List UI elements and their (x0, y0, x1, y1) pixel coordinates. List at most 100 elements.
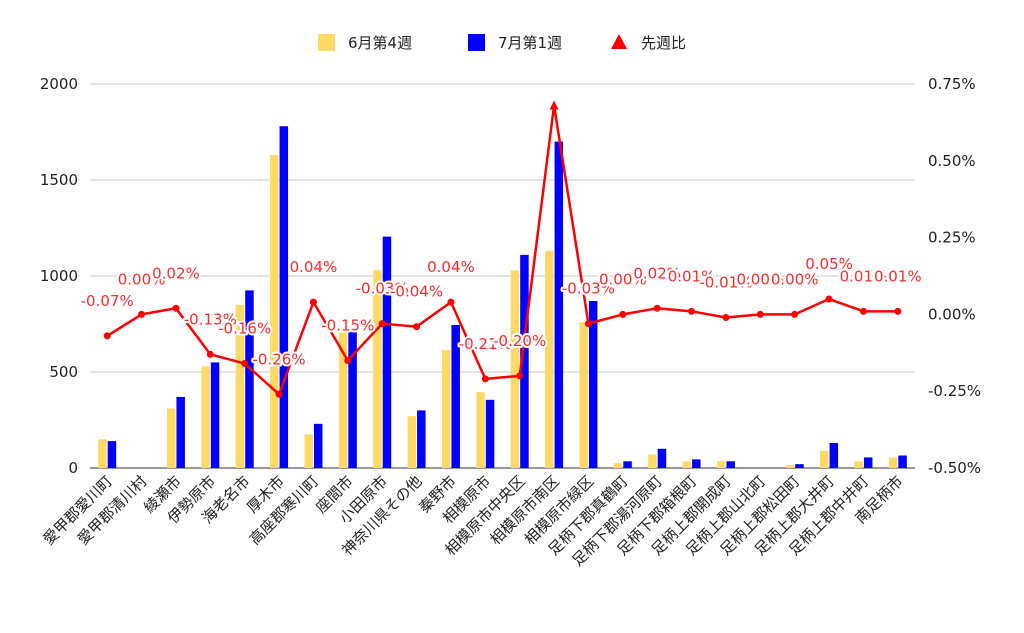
bar (373, 270, 382, 468)
bar (510, 270, 520, 468)
line-point (206, 350, 214, 358)
line-point (172, 304, 180, 312)
line-point (584, 320, 592, 328)
bar-series (98, 126, 907, 469)
bar (716, 461, 726, 468)
legend-label: 7月第1週 (498, 34, 562, 52)
line-point (653, 304, 661, 312)
line-point (722, 313, 730, 321)
data-label: -0.04% (390, 283, 443, 301)
bar (485, 399, 495, 468)
bar (176, 396, 185, 468)
bar (623, 461, 632, 468)
line-series (103, 100, 902, 398)
data-label: -0.07% (81, 292, 134, 310)
data-label: 0.02% (152, 264, 200, 282)
line-point (756, 310, 764, 318)
bar (417, 410, 426, 468)
y-right-tick-label: 0.75% (928, 75, 976, 93)
data-label: 0.00% (771, 270, 819, 288)
bar (692, 459, 701, 468)
bar (98, 439, 107, 468)
data-label: 0.05% (805, 255, 853, 273)
bar (726, 461, 735, 468)
bar (382, 236, 392, 468)
bar (613, 463, 623, 468)
data-label: 0.00% (599, 270, 647, 288)
bar (898, 455, 907, 468)
line-point (859, 307, 867, 315)
legend-swatch (318, 34, 335, 51)
data-label: -0.20% (493, 332, 546, 350)
bar (579, 322, 588, 468)
y-left-tick-label: 1500 (40, 171, 78, 189)
line-point (619, 310, 627, 318)
data-label: 0.01% (668, 267, 716, 285)
legend-label: 先週比 (641, 34, 686, 52)
bar (863, 457, 873, 468)
data-label: -0.03% (562, 280, 615, 298)
line-point (825, 295, 833, 303)
bar (348, 331, 357, 468)
data-label: -0.26% (253, 350, 306, 368)
bar (201, 366, 210, 468)
data-label: -0.15% (321, 316, 374, 334)
line-point (103, 332, 111, 340)
y-right-tick-label: 0.25% (928, 229, 976, 247)
bar (545, 251, 554, 468)
data-label: -0.13% (184, 310, 237, 328)
bar (338, 329, 348, 468)
bar (270, 155, 279, 469)
bar (520, 254, 529, 468)
y-left-tick-label: 500 (49, 363, 78, 381)
legend-swatch (468, 34, 485, 51)
legend-label: 6月第4週 (348, 34, 412, 52)
bar (407, 416, 417, 468)
data-label: 0.02% (633, 264, 681, 282)
bar (313, 423, 323, 468)
data-label: -0.21% (459, 335, 512, 353)
legend: 6月第4週 7月第1週 先週比 (318, 34, 686, 52)
line-point (894, 307, 902, 315)
bar (476, 392, 485, 468)
data-label: -0.16% (218, 320, 271, 338)
bar (245, 290, 254, 468)
bar (888, 457, 898, 468)
legend-swatch (611, 34, 627, 49)
bar (820, 450, 829, 468)
bar (235, 304, 245, 468)
line-point (309, 298, 317, 306)
bar (785, 465, 795, 468)
line-path (106, 104, 898, 396)
y-right-tick-label: -0.25% (928, 382, 981, 400)
line-point (413, 323, 421, 331)
line-point (138, 310, 146, 318)
y-right-tick-label: -0.50% (928, 459, 981, 477)
y-left-tick-label: 0 (68, 459, 78, 477)
bar (657, 448, 667, 468)
bar (829, 443, 839, 468)
data-label: 0.01% (874, 267, 922, 285)
y-left-tick-label: 1000 (40, 267, 78, 285)
data-label: -0.01% (699, 273, 752, 291)
line-point (275, 390, 283, 398)
data-label: 0.01% (840, 267, 888, 285)
line-point (241, 360, 249, 368)
data-label: 0.04% (290, 258, 338, 276)
bar (795, 464, 804, 468)
bar (107, 441, 117, 468)
bar (304, 434, 313, 468)
y-right-tick-label: 0.00% (928, 305, 976, 323)
bar (648, 454, 657, 468)
line-point (344, 356, 352, 364)
bar (554, 141, 564, 468)
line-point (791, 310, 799, 318)
y-left-tick-label: 2000 (40, 75, 78, 93)
data-label: 0.00% (118, 270, 166, 288)
bar (441, 349, 451, 468)
line-point (516, 372, 524, 380)
bar (166, 408, 176, 468)
line-point (378, 320, 386, 328)
